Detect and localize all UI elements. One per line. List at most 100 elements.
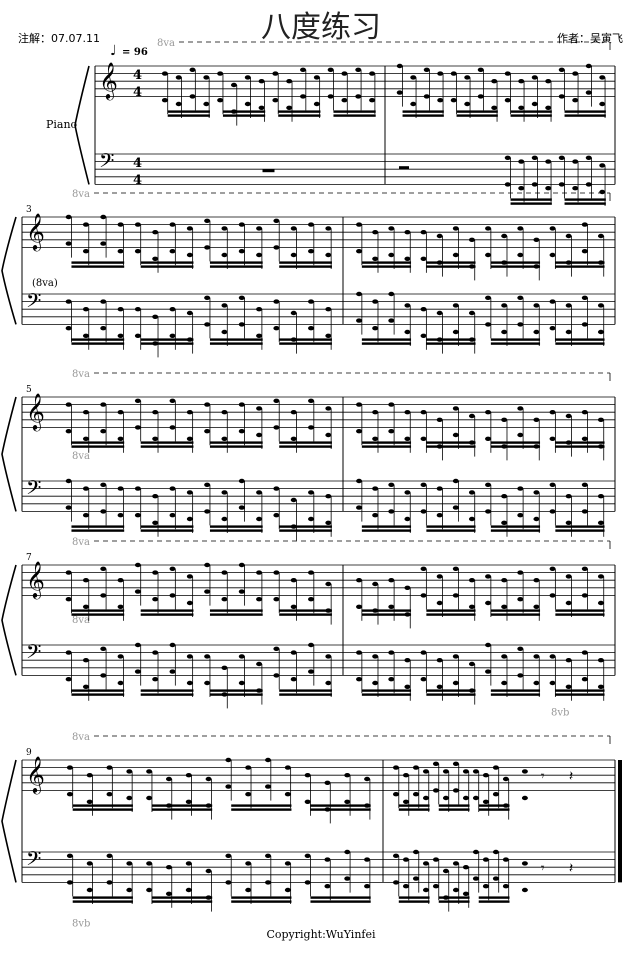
note-head	[221, 597, 228, 602]
note-head	[134, 486, 141, 491]
note-head	[372, 299, 379, 304]
note-head	[134, 642, 141, 648]
note-head	[597, 329, 604, 335]
bass-clef: 𝄢	[26, 289, 41, 317]
note-head	[492, 792, 499, 797]
note-head	[472, 795, 479, 801]
note-head	[442, 795, 449, 801]
note-head	[273, 486, 280, 491]
note-head	[256, 307, 263, 312]
note-head	[165, 776, 172, 782]
note-head	[468, 237, 475, 242]
note-head	[492, 849, 499, 855]
note-head	[175, 75, 182, 80]
beam	[140, 342, 194, 345]
measure-number: 5	[26, 385, 32, 395]
beam	[438, 896, 470, 899]
note-head	[420, 677, 427, 682]
eighth-rest: 𝄾	[541, 861, 545, 877]
note-head	[355, 94, 362, 99]
note-head	[204, 322, 211, 327]
note-head	[65, 326, 72, 331]
note-head	[392, 792, 399, 797]
note-head	[290, 436, 297, 441]
note-head	[308, 642, 315, 648]
note-head	[597, 494, 604, 499]
note-head	[152, 256, 159, 261]
note-head	[186, 490, 193, 495]
note-head	[161, 98, 168, 103]
brace	[1, 759, 17, 883]
note-head	[152, 230, 159, 235]
beam	[209, 261, 263, 264]
beam	[151, 808, 213, 811]
note-head	[152, 410, 159, 415]
beam	[278, 114, 321, 117]
note-head	[186, 310, 193, 316]
note-head	[402, 773, 409, 778]
note-head	[325, 307, 332, 312]
beam	[490, 342, 541, 345]
note-head	[558, 67, 565, 73]
note-head	[308, 326, 315, 331]
beam	[478, 900, 510, 903]
note-head	[462, 865, 469, 870]
note-head	[325, 494, 332, 499]
note-head	[565, 494, 572, 499]
note-head	[203, 101, 210, 107]
note-head	[585, 90, 592, 95]
note-head	[106, 880, 113, 885]
quarter-rest: 𝄽	[569, 769, 573, 785]
note-head	[599, 189, 606, 195]
note-head	[265, 853, 272, 858]
beam	[564, 198, 606, 201]
note-head	[549, 654, 556, 659]
note-head	[286, 79, 293, 84]
note-head	[152, 494, 159, 499]
note-head	[245, 792, 252, 797]
beam	[361, 693, 412, 696]
note-head	[161, 71, 168, 76]
note-head	[517, 513, 524, 518]
beam	[402, 114, 444, 117]
note-head	[308, 425, 315, 430]
note-head	[597, 574, 604, 579]
note-head	[404, 303, 411, 308]
note-head	[204, 402, 211, 407]
note-head	[404, 516, 411, 522]
note-head	[238, 654, 245, 659]
note-head	[204, 654, 211, 659]
note-head	[388, 509, 395, 514]
note-head	[203, 75, 210, 80]
note-head	[549, 436, 556, 441]
beam	[167, 110, 210, 113]
note-head	[273, 673, 280, 678]
note-head	[117, 249, 124, 254]
bass-clef: 𝄢	[99, 149, 114, 177]
note-head	[432, 857, 439, 862]
note-head	[404, 230, 411, 235]
note-head	[221, 490, 228, 495]
note-head	[501, 578, 508, 583]
note-head	[221, 303, 228, 308]
note-head	[437, 71, 444, 76]
note-head	[356, 604, 363, 609]
note-head	[462, 891, 469, 896]
beam	[361, 609, 412, 612]
beam	[209, 613, 263, 616]
note-head	[404, 490, 411, 495]
beam	[71, 338, 125, 341]
note-head	[308, 299, 315, 304]
note-head	[442, 868, 449, 874]
note-head	[356, 291, 363, 297]
beam	[426, 445, 476, 448]
note-head	[392, 880, 399, 885]
note-head	[290, 650, 297, 655]
note-head	[356, 402, 363, 407]
note-head	[256, 432, 263, 438]
note-head	[388, 482, 395, 487]
beam	[279, 689, 332, 692]
beam	[71, 693, 125, 696]
note-head	[284, 792, 291, 797]
note-head	[106, 792, 113, 797]
